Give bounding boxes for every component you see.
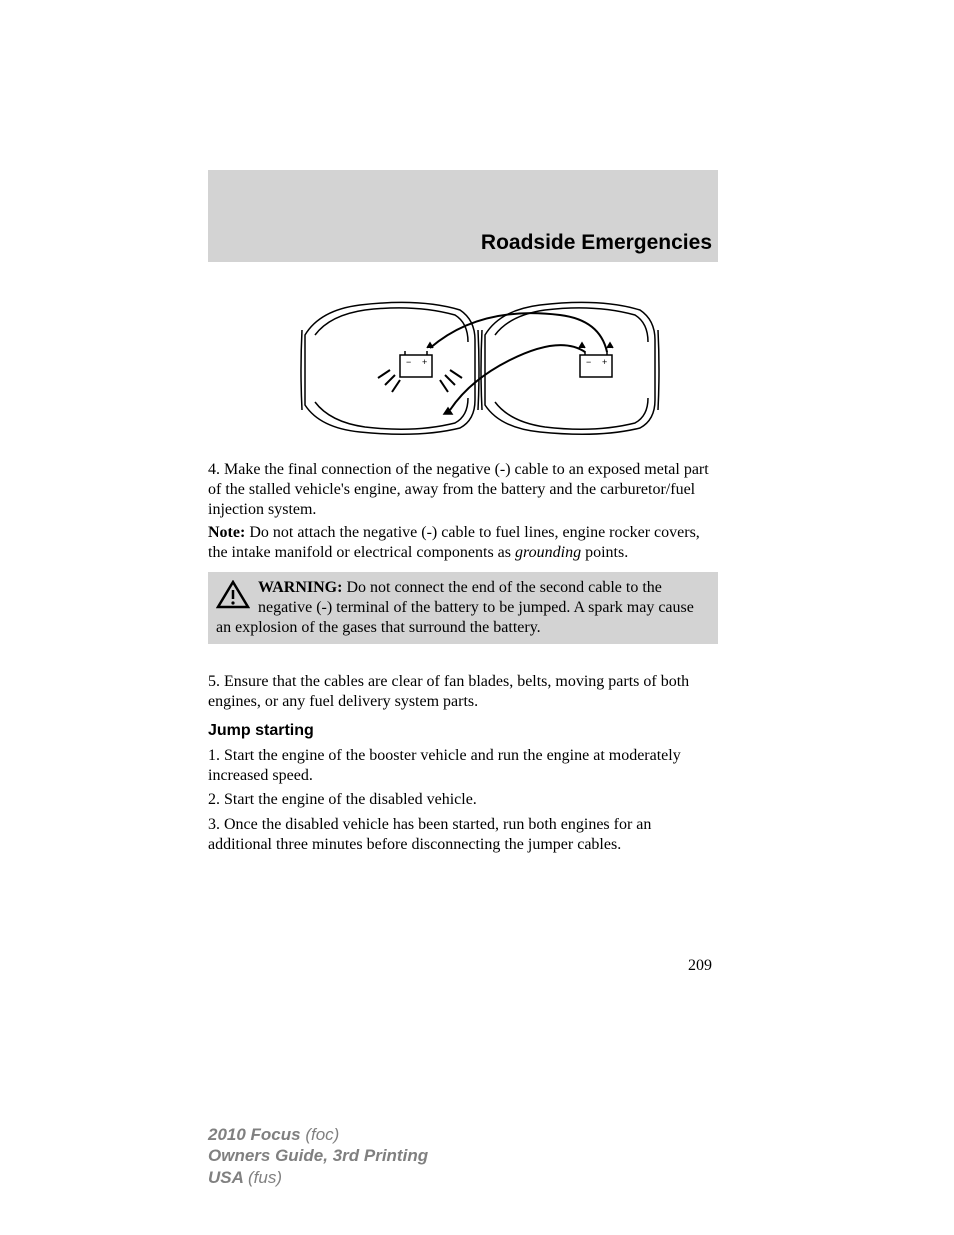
step-4-text: 4. Make the final connection of the nega… (208, 460, 718, 520)
note-label: Note: (208, 524, 245, 541)
warning-label: WARNING: (258, 579, 342, 596)
footer-region: USA (208, 1168, 248, 1187)
jump-step-3: 3. Once the disabled vehicle has been st… (208, 815, 718, 855)
footer-code-1: (foc) (305, 1125, 339, 1144)
section-title: Roadside Emergencies (481, 231, 712, 255)
battery-plus-label: + (602, 357, 607, 367)
battery-minus-label: − (586, 357, 591, 367)
jump-step-1: 1. Start the engine of the booster vehic… (208, 746, 718, 786)
manual-page: Roadside Emergencies (0, 0, 954, 1235)
footer-model: 2010 Focus (208, 1125, 305, 1144)
note-italic: grounding (515, 544, 581, 561)
jumpstart-diagram: − + − + (300, 280, 660, 445)
page-number: 209 (688, 957, 712, 975)
footer-block: 2010 Focus (foc) Owners Guide, 3rd Print… (208, 1124, 428, 1188)
battery-minus-label: − (406, 357, 411, 367)
step-5-text: 5. Ensure that the cables are clear of f… (208, 672, 718, 712)
note-text: Note: Do not attach the negative (-) cab… (208, 523, 718, 563)
jump-step-2: 2. Start the engine of the disabled vehi… (208, 790, 718, 810)
warning-icon (216, 580, 250, 610)
footer-line-3: USA (fus) (208, 1167, 428, 1188)
note-tail: points. (581, 544, 628, 561)
battery-plus-label: + (422, 357, 427, 367)
footer-code-2: (fus) (248, 1168, 282, 1187)
footer-line-2: Owners Guide, 3rd Printing (208, 1145, 428, 1166)
jump-starting-heading: Jump starting (208, 722, 314, 740)
warning-box: WARNING: Do not connect the end of the s… (208, 572, 718, 644)
footer-line-1: 2010 Focus (foc) (208, 1124, 428, 1145)
